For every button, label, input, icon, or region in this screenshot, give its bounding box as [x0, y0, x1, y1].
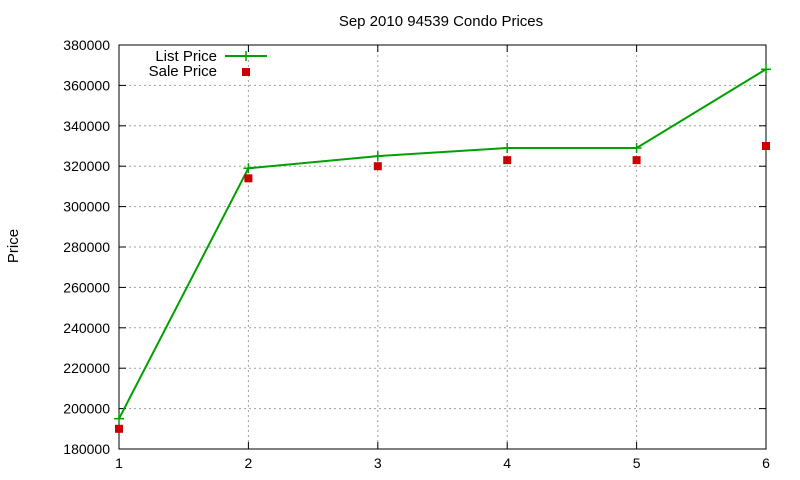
list-price-point — [243, 163, 254, 174]
list-price-point — [761, 64, 771, 75]
x-tick-label: 5 — [633, 455, 641, 471]
sale-price-point — [632, 156, 641, 165]
x-tick-label: 2 — [245, 455, 253, 471]
grid — [119, 45, 766, 449]
legend-label-sale-price: Sale Price — [149, 63, 217, 80]
chart-title: Sep 2010 94539 Condo Prices — [339, 13, 543, 30]
series-line-list-price — [118, 68, 767, 420]
y-tick-label: 280000 — [63, 239, 110, 255]
y-tick-label: 380000 — [63, 37, 110, 53]
plot-frame — [118, 44, 767, 450]
legend-marker-list-price — [241, 51, 251, 61]
y-tick-label: 220000 — [63, 360, 110, 376]
sale-price-point — [762, 142, 770, 150]
legend-label-list-price: List Price — [155, 48, 217, 65]
y-tick-label: 240000 — [63, 320, 110, 336]
list-price-point — [631, 143, 642, 154]
sale-price-point — [115, 424, 123, 433]
list-price-point — [502, 143, 513, 154]
legend-marker-sale-price — [242, 68, 250, 76]
y-tick-label: 320000 — [63, 158, 110, 174]
y-tick-label: 260000 — [63, 279, 110, 295]
y-tick-label: 180000 — [63, 441, 110, 457]
x-tick-label: 3 — [374, 455, 382, 471]
y-tick-label: 200000 — [63, 401, 110, 417]
x-tick-label: 1 — [115, 455, 123, 471]
series-layer — [114, 64, 771, 433]
y-axis-label: Price — [5, 229, 22, 263]
sale-price-point — [373, 162, 382, 171]
y-tick-label: 340000 — [63, 118, 110, 134]
list-price-point — [372, 151, 383, 162]
y-tick-label: 300000 — [63, 199, 110, 215]
x-tick-label: 6 — [762, 455, 770, 471]
x-tick-label: 4 — [503, 455, 511, 471]
sale-price-point — [244, 174, 253, 183]
list-price-point — [114, 413, 124, 424]
sale-price-point — [503, 156, 512, 165]
axis-ticks: 180000 200000 220000 240000 260000 280000 3000… — [63, 37, 770, 471]
y-tick-label: 360000 — [63, 77, 110, 93]
